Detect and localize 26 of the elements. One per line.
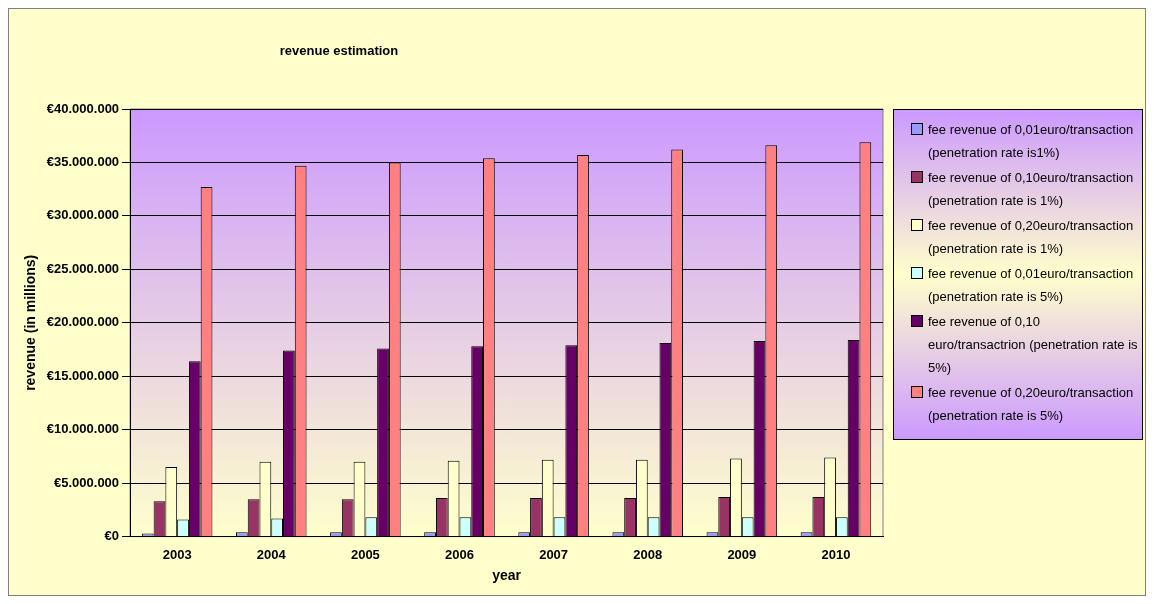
legend-label: fee revenue of 0,10euro/transaction (penetration rate is 1%) <box>928 169 1135 210</box>
y-tick-label: €25.000.000 <box>46 260 120 276</box>
x-tick-label: 2007 <box>539 546 569 562</box>
x-tick-label: 2006 <box>445 546 474 562</box>
y-axis-title: revenue (in millions) <box>22 254 39 391</box>
x-tick-label: 2009 <box>727 546 757 562</box>
legend-label: fee revenue of 0,01euro/transaction (penetration rate is 5%) <box>928 265 1135 306</box>
chart-title: revenue estimation <box>278 43 400 58</box>
x-tick-label: 2004 <box>256 546 287 562</box>
legend-label: fee revenue of 0,01euro/transaction (penetration rate is1%) <box>928 121 1135 162</box>
x-tick-label: 2005 <box>350 546 380 562</box>
x-tick-label: 2003 <box>162 546 192 562</box>
y-tick-label: €0 <box>104 528 120 544</box>
y-tick-label: €30.000.000 <box>46 207 120 223</box>
y-tick-label: €35.000.000 <box>46 154 120 170</box>
y-tick-label: €15.000.000 <box>46 367 120 383</box>
legend-label: fee revenue of 0,20euro/transaction (penetration rate is 1%) <box>928 217 1135 258</box>
y-tick-label: €40.000.000 <box>46 100 120 116</box>
legend-label: fee revenue of 0,10 euro/transactrion (penetration rate is 5%) <box>928 313 1138 377</box>
x-tick-label: 2010 <box>821 546 851 562</box>
x-axis-title: year <box>492 567 522 584</box>
legend-label: fee revenue of 0,20euro/transaction (penetration rate is 5%) <box>928 384 1135 425</box>
y-tick-label: €5.000.000 <box>54 474 120 490</box>
x-tick-label: 2008 <box>633 546 663 562</box>
y-tick-label: €10.000.000 <box>46 421 120 437</box>
y-tick-label: €20.000.000 <box>46 314 120 330</box>
